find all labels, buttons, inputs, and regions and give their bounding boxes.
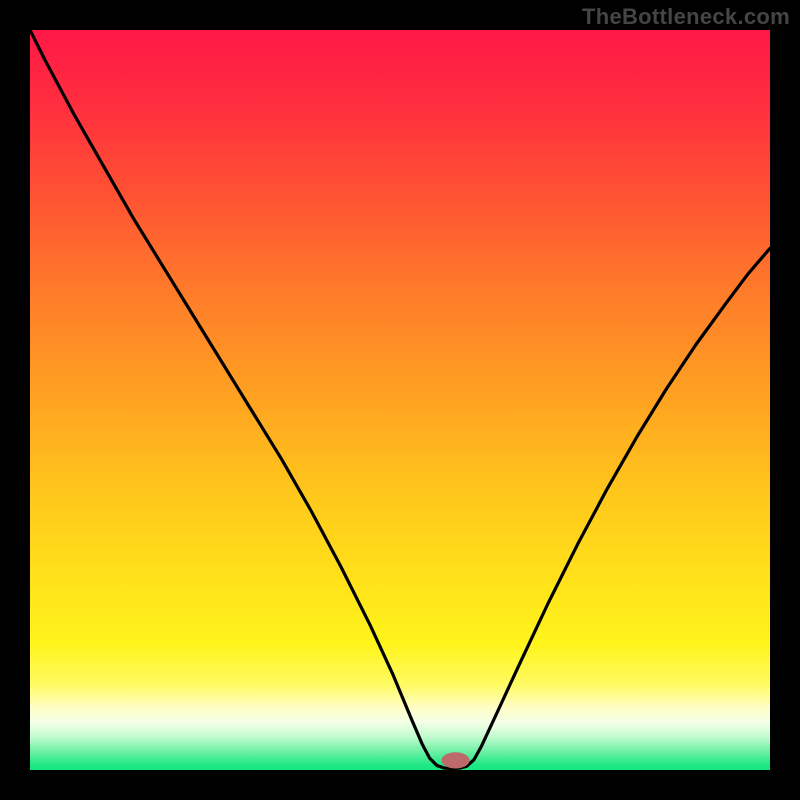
bottleneck-curve-chart (0, 0, 800, 800)
optimal-point-marker (441, 752, 469, 768)
watermark-text: TheBottleneck.com (582, 4, 790, 30)
chart-container: TheBottleneck.com (0, 0, 800, 800)
